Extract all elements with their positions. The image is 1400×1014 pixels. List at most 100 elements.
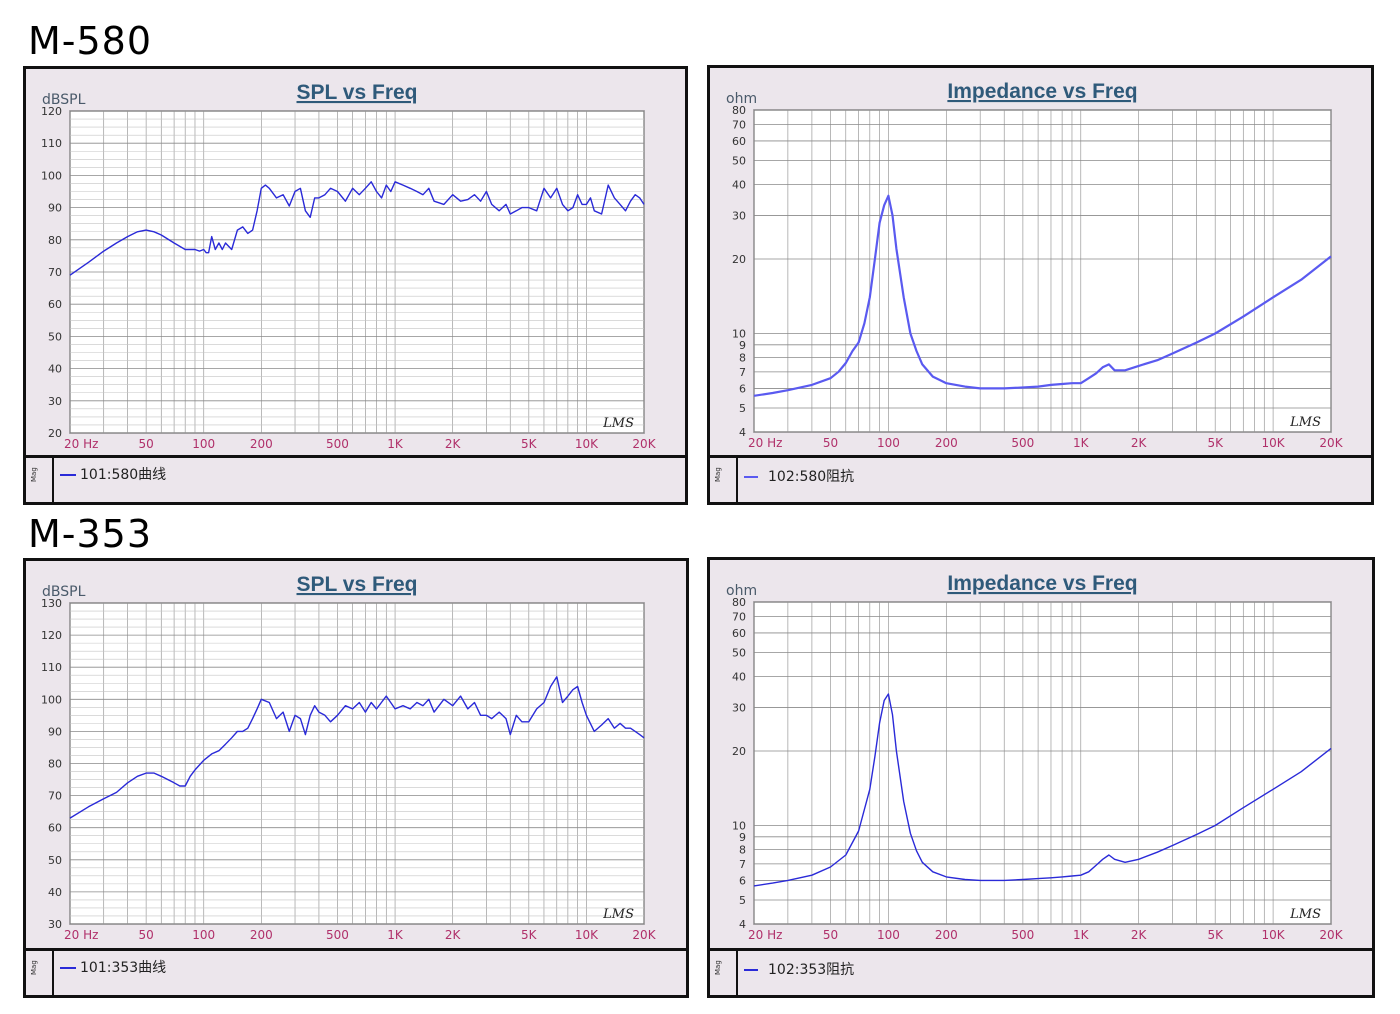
y-tick-label: 6 [739,874,746,887]
chart-title: SPL vs Freq [297,81,418,104]
legend-entry: 101:580曲线 [60,464,166,484]
y-tick-label: 60 [732,135,746,148]
y-tick-label: 20 [732,745,746,758]
lms-watermark: LMS [1289,415,1321,430]
x-tick-label: 500 [326,437,349,451]
y-tick-label: 30 [48,918,62,931]
chart-panel-spl-m353: SPL vs Freq dBSPL 30 40 50 60 70 80 90 100 110 120 1… [23,558,689,998]
y-axis-label: dBSPL [42,584,86,600]
chart-panel-impedance-m353: Impedance vs Freq ohm 4 5 6 7 8 9 10 20 30 40 50 60 70… [707,557,1375,998]
series-line [69,676,645,819]
y-tick-label: 110 [41,137,62,150]
y-tick-label: 30 [732,209,746,222]
y-tick-label: 20 [732,253,746,266]
x-tick-label: 2K [445,928,462,942]
x-tick-label: 2K [1131,928,1148,942]
legend-line [744,476,758,478]
y-tick-label: 120 [41,105,62,118]
side-label: Mag [30,960,38,975]
y-tick-label: 100 [41,169,62,182]
x-tick-label: 5K [521,928,538,942]
y-tick-label: 90 [48,202,62,215]
legend-line [744,969,758,971]
x-tick-label: 200 [250,928,273,942]
y-tick-label: 130 [41,597,62,610]
y-tick-label: 6 [739,382,746,395]
x-tick-label: 100 [192,928,215,942]
series-line [753,194,1332,397]
plot-area [753,601,1332,925]
y-tick-label: 70 [732,610,746,623]
legend-box: Mag 102:353阻抗 [710,948,1372,995]
legend-line [60,967,76,969]
legend-line [60,474,76,476]
legend-side-tab: Mag [710,458,738,502]
y-tick-label: 7 [739,858,746,871]
y-tick-label: 120 [41,629,62,642]
legend-entry: 102:353阻抗 [744,959,854,979]
x-tick-label: 100 [192,437,215,451]
lms-watermark: LMS [602,416,634,431]
section-title-m353: M-353 [28,512,153,556]
chart-title: Impedance vs Freq [947,80,1137,103]
y-tick-label: 50 [48,854,62,867]
y-tick-label: 4 [739,918,746,931]
x-tick-label: 5K [1207,436,1224,450]
y-tick-label: 8 [739,843,746,856]
legend-box: Mag 102:580阻抗 [710,455,1371,502]
legend-box: Mag 101:353曲线 [26,948,686,995]
x-tick-label: 50 [138,437,153,451]
x-tick-label: 50 [823,436,838,450]
y-tick-label: 70 [48,266,62,279]
legend-entry: 102:580阻抗 [744,466,854,486]
x-tick-label: 20 Hz [64,928,98,942]
y-tick-label: 60 [48,822,62,835]
x-tick-label: 2K [445,437,462,451]
x-tick-label: 200 [935,928,958,942]
legend-label: 101:353曲线 [80,960,167,976]
y-tick-label: 110 [41,661,62,674]
y-tick-label: 50 [48,330,62,343]
y-tick-label: 30 [48,395,62,408]
y-tick-label: 30 [732,701,746,714]
series-line [753,693,1332,887]
y-tick-label: 80 [732,596,746,609]
y-tick-label: 7 [739,366,746,379]
y-tick-label: 40 [48,363,62,376]
x-tick-label: 20K [632,928,656,942]
y-tick-label: 9 [739,831,746,844]
x-tick-label: 2K [1131,436,1148,450]
legend-side-tab: Mag [26,458,54,502]
y-tick-label: 10 [732,328,746,341]
x-tick-label: 5K [521,437,538,451]
x-tick-label: 200 [935,436,958,450]
legend-label: 102:580阻抗 [768,469,855,485]
x-tick-label: 20K [1319,436,1343,450]
y-tick-label: 70 [48,790,62,803]
legend-box: Mag 101:580曲线 [26,455,685,502]
y-tick-label: 9 [739,339,746,352]
x-tick-label: 100 [877,436,900,450]
y-tick-label: 70 [732,118,746,131]
legend-side-tab: Mag [710,951,738,995]
x-tick-label: 1K [1073,928,1090,942]
x-tick-label: 20 Hz [748,436,782,450]
y-tick-label: 40 [48,886,62,899]
y-tick-label: 50 [732,155,746,168]
legend-side-tab: Mag [26,951,54,995]
legend-entry: 101:353曲线 [60,957,166,977]
y-tick-label: 5 [739,894,746,907]
x-tick-label: 20K [1319,928,1343,942]
x-tick-label: 500 [326,928,349,942]
spl-chart-m353: SPL vs Freq dBSPL 30 40 50 60 70 80 90 100 110 120 1… [41,573,657,942]
y-tick-label: 90 [48,725,62,738]
y-tick-label: 8 [739,351,746,364]
spl-chart-m580: SPL vs Freq dBSPL 20 30 40 50 60 70 80 90 100 110 12… [41,81,657,451]
y-axis-label: ohm [726,91,757,107]
chart-title: SPL vs Freq [297,573,418,596]
x-tick-label: 200 [250,437,273,451]
side-label: Mag [30,467,38,482]
y-tick-label: 4 [739,426,746,439]
y-tick-label: 100 [41,693,62,706]
